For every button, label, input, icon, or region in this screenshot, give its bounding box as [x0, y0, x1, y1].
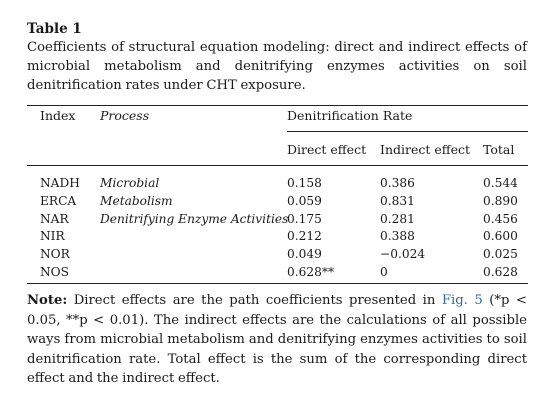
header-index: Index [40, 108, 76, 123]
cell-direct: 0.212 [287, 229, 322, 244]
cell-indirect: −0.024 [380, 247, 426, 262]
cell-indirect: 0.386 [380, 176, 415, 190]
header-denitrification-rate: Denitrification Rate [287, 108, 413, 123]
table-title: Table 1 [27, 21, 82, 37]
group-subrule [287, 131, 528, 132]
cell-indirect: 0.388 [380, 229, 415, 244]
header-direct-effect: Direct effect [287, 142, 367, 157]
cell-indirect: 0.831 [380, 193, 415, 208]
table-caption: Table 1 Coefficients of structural equat… [27, 20, 527, 95]
header-total: Total [483, 142, 515, 157]
cell-index: ERCA [40, 193, 77, 208]
cell-direct: 0.059 [287, 193, 322, 208]
cell-direct: 0.158 [287, 176, 322, 190]
cell-indirect: 0 [380, 265, 388, 279]
table-note: Note: Direct effects are the path coeffi… [27, 291, 527, 389]
table-description: Coefficients of structural equation mode… [27, 40, 527, 93]
cell-index: NAR [40, 211, 69, 226]
cell-index: NIR [40, 229, 65, 244]
cell-direct: 0.175 [287, 211, 322, 226]
note-text-1: Direct effects are the path coefficients… [67, 293, 442, 308]
cell-process: Microbial [100, 176, 160, 190]
cell-total: 0.025 [483, 247, 518, 262]
cell-total: 0.628 [483, 265, 518, 279]
cell-index: NOR [40, 247, 70, 262]
cell-direct: 0.049 [287, 247, 322, 262]
cell-process: Metabolism [100, 193, 173, 208]
cell-indirect: 0.281 [380, 211, 415, 226]
note-text-2: (*p < 0.05, **p < 0.01). The indirect ef… [27, 293, 527, 386]
cell-total: 0.600 [483, 229, 518, 244]
header-process: Process [100, 108, 150, 123]
cell-total: 0.456 [483, 211, 518, 226]
bottom-rule [27, 283, 528, 284]
cell-process: Denitrifying Enzyme Activities [100, 211, 289, 226]
figure-link[interactable]: Fig. 5 [441, 293, 483, 308]
header-rule [27, 165, 528, 166]
top-rule [27, 105, 528, 106]
cell-index: NADH [40, 176, 80, 190]
cell-total: 0.890 [483, 193, 518, 208]
cell-total: 0.544 [483, 176, 518, 190]
cell-index: NOS [40, 265, 70, 279]
cell-direct: 0.628** [287, 265, 335, 279]
header-indirect-effect: Indirect effect [380, 142, 471, 157]
note-label: Note: [27, 293, 68, 308]
